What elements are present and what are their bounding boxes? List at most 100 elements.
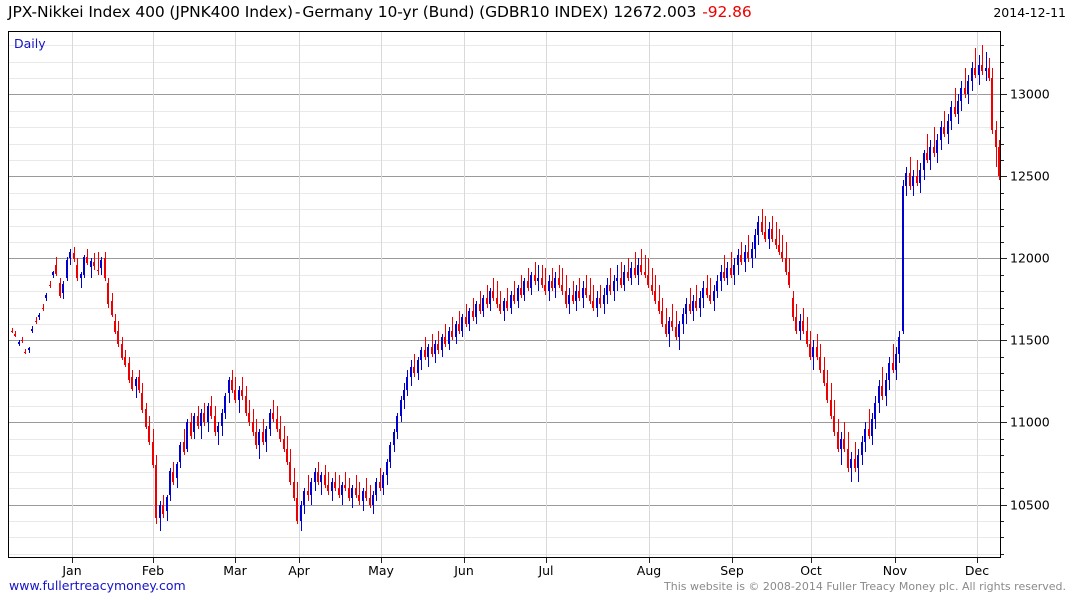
candle-body-up — [372, 494, 374, 505]
candle-body-up — [606, 284, 608, 295]
month-label-jun: Jun — [454, 563, 474, 578]
price-tick-major — [1001, 340, 1007, 341]
gridline-vertical-jan — [72, 32, 73, 557]
page-title: JPX-Nikkei Index 400 (JPNK400 Index) - Ger… — [8, 3, 752, 21]
candle-body-up — [503, 301, 505, 311]
candle-body-up — [331, 481, 333, 492]
candle-wick — [528, 268, 529, 292]
candle-wick — [559, 264, 560, 288]
candle-body-down — [55, 264, 57, 274]
candle-body-down — [486, 297, 488, 305]
candle-body-up — [985, 68, 987, 72]
candle-body-up — [912, 176, 914, 187]
candle-wick — [655, 274, 656, 305]
candle-wick — [748, 235, 749, 262]
candle-wick — [955, 87, 956, 118]
candle-body-up — [386, 461, 388, 475]
candle-wick — [466, 304, 467, 328]
candle-body-up — [530, 274, 532, 288]
candle-body-up — [341, 484, 343, 495]
candle-body-down — [472, 310, 474, 318]
candle-body-up — [978, 64, 980, 75]
gridline-minor — [9, 111, 1000, 112]
candle-body-down — [706, 287, 708, 295]
gridline-vertical-may — [381, 32, 382, 557]
candle-wick — [339, 474, 340, 498]
candle-body-up — [950, 107, 952, 121]
candle-wick — [432, 333, 433, 357]
candle-body-up — [630, 268, 632, 279]
gridline-vertical-nov — [895, 32, 896, 557]
candle-body-down — [286, 448, 288, 462]
candle-wick — [514, 281, 515, 305]
candle-body-down — [413, 366, 415, 374]
candle-body-down — [255, 432, 257, 446]
candle-wick — [610, 268, 611, 295]
candle-body-down — [565, 291, 567, 305]
as-of-date: 2014-12-11 — [993, 5, 1066, 20]
candle-body-up — [314, 471, 316, 482]
candle-body-up — [613, 281, 615, 292]
price-axis-label: 10500 — [1010, 497, 1050, 513]
candle-body-down — [348, 488, 350, 498]
candle-body-down — [868, 429, 870, 436]
candle-body-down — [49, 284, 51, 286]
candle-wick — [628, 258, 629, 282]
candle-wick — [22, 337, 23, 343]
candle-wick — [12, 328, 13, 334]
candle-body-up — [685, 304, 687, 315]
candle-body-down — [234, 389, 236, 400]
candle-wick — [438, 330, 439, 354]
candle-body-down — [658, 301, 660, 311]
candle-wick — [535, 261, 536, 285]
candle-body-up — [403, 389, 405, 400]
candle-body-down — [183, 442, 185, 452]
gridline-minor — [9, 537, 1000, 538]
gridline-minor — [9, 209, 1000, 210]
candle-body-up — [269, 412, 271, 430]
candle-body-down — [943, 127, 945, 134]
candle-body-down — [369, 497, 371, 505]
candle-wick — [741, 242, 742, 265]
candle-wick — [782, 235, 783, 262]
price-tick-major — [1001, 422, 1007, 423]
candle-wick — [493, 278, 494, 302]
candle-body-up — [18, 341, 20, 344]
month-label-nov: Nov — [882, 563, 908, 578]
candle-body-down — [527, 281, 529, 288]
candle-body-up — [69, 251, 71, 259]
candle-body-up — [52, 272, 54, 275]
site-url-label[interactable]: www.fullertreacymoney.com — [9, 578, 186, 593]
candle-body-up — [193, 415, 195, 433]
candle-body-down — [465, 317, 467, 325]
candle-body-down — [506, 301, 508, 308]
candle-body-down — [93, 261, 95, 266]
candle-body-up — [737, 255, 739, 265]
price-tick-major — [1001, 505, 1007, 506]
candle-wick — [459, 310, 460, 334]
candle-body-down — [572, 294, 574, 302]
candle-wick — [882, 366, 883, 400]
candle-body-up — [83, 256, 85, 275]
candle-wick — [242, 376, 243, 400]
candle-body-up — [135, 378, 137, 387]
candle-wick — [359, 481, 360, 505]
gridline-minor — [9, 406, 1000, 407]
candle-body-down — [11, 330, 13, 332]
candle-body-down — [589, 294, 591, 302]
candle-body-down — [651, 284, 653, 292]
candle-wick — [621, 261, 622, 288]
candle-body-up — [427, 347, 429, 357]
candle-wick — [380, 468, 381, 492]
gridline-vertical-jul — [546, 32, 547, 557]
candle-body-up — [351, 488, 353, 498]
candle-body-up — [166, 497, 168, 512]
candle-body-down — [854, 458, 856, 469]
candle-body-up — [929, 146, 931, 160]
chart-plot-area[interactable]: Daily — [8, 31, 1001, 558]
candle-body-down — [974, 68, 976, 75]
candle-body-up — [100, 259, 102, 269]
gridline-minor — [9, 373, 1000, 374]
instrument-b-label: Germany 10-yr (Bund) — [302, 3, 475, 21]
price-tick-minor — [1001, 226, 1004, 227]
